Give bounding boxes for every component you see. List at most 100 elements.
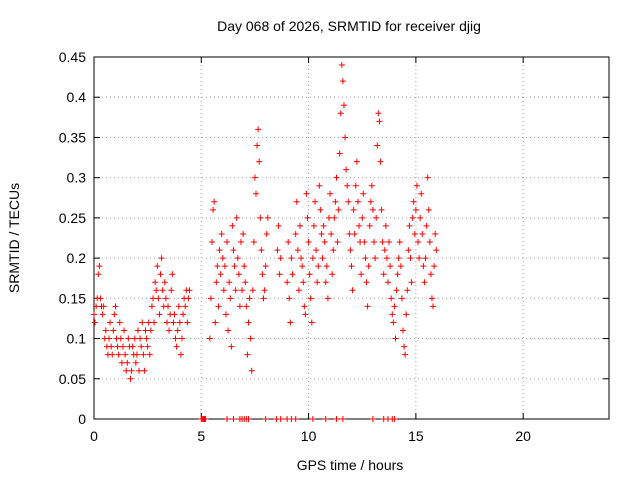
data-point xyxy=(334,239,341,246)
data-point xyxy=(410,198,417,205)
data-point xyxy=(253,190,260,197)
data-point xyxy=(323,263,330,270)
data-point xyxy=(287,319,294,326)
chart-title: Day 068 of 2026, SRMTID for receiver dji… xyxy=(217,18,481,34)
data-point xyxy=(123,367,130,374)
data-point xyxy=(97,295,104,302)
y-tick-label: 0.25 xyxy=(59,210,86,226)
data-point xyxy=(170,319,177,326)
data-point xyxy=(292,230,299,237)
data-point xyxy=(333,416,340,422)
data-point xyxy=(403,311,410,318)
data-point xyxy=(144,343,151,350)
data-point xyxy=(106,335,113,342)
data-point xyxy=(329,271,336,278)
data-point xyxy=(228,343,235,350)
y-tick-label: 0.15 xyxy=(59,290,86,306)
data-point xyxy=(312,198,319,205)
data-point xyxy=(411,230,418,237)
data-point xyxy=(234,255,241,262)
data-point xyxy=(396,239,403,246)
data-point xyxy=(322,279,329,286)
data-point xyxy=(367,198,374,205)
data-point xyxy=(214,263,221,270)
x-tick-label: 15 xyxy=(408,428,424,444)
data-point xyxy=(216,247,223,254)
data-point xyxy=(413,182,420,189)
data-point xyxy=(398,295,405,302)
data-point xyxy=(431,263,438,270)
data-point xyxy=(245,416,252,422)
data-point xyxy=(402,351,409,358)
data-point xyxy=(351,230,358,237)
data-point xyxy=(246,295,253,302)
data-point xyxy=(285,239,292,246)
x-tick-label: 0 xyxy=(90,428,98,444)
data-point xyxy=(426,239,433,246)
data-point xyxy=(295,287,302,294)
data-point xyxy=(145,319,152,326)
data-point xyxy=(430,303,437,310)
data-point xyxy=(215,303,222,310)
data-point xyxy=(315,263,322,270)
data-point xyxy=(131,335,138,342)
data-point xyxy=(320,222,327,229)
data-point xyxy=(141,367,148,374)
data-point xyxy=(119,343,126,350)
grid-lines xyxy=(94,57,609,419)
data-point xyxy=(392,335,399,342)
data-point xyxy=(222,311,229,318)
data-point xyxy=(344,182,351,189)
data-point xyxy=(259,271,266,278)
data-point xyxy=(393,287,400,294)
data-point xyxy=(397,263,404,270)
data-point xyxy=(134,327,141,334)
data-point xyxy=(408,279,415,286)
y-tick-label: 0.35 xyxy=(59,129,86,145)
data-point xyxy=(292,416,299,422)
data-point xyxy=(317,206,324,213)
data-point xyxy=(211,198,218,205)
data-point xyxy=(231,263,238,270)
data-point xyxy=(212,319,219,326)
data-point xyxy=(147,327,154,334)
data-point xyxy=(325,214,332,221)
data-point xyxy=(93,303,100,310)
data-point xyxy=(209,239,216,246)
data-point xyxy=(240,230,247,237)
data-point xyxy=(284,279,291,286)
data-point xyxy=(249,287,256,294)
data-point xyxy=(256,158,263,165)
data-point xyxy=(118,359,125,366)
y-tick-label: 0.1 xyxy=(67,331,87,347)
data-point xyxy=(109,351,116,358)
data-point xyxy=(166,327,173,334)
data-point xyxy=(417,214,424,221)
data-point xyxy=(224,239,231,246)
data-point xyxy=(217,271,224,278)
data-point xyxy=(422,255,429,262)
data-point xyxy=(389,311,396,318)
data-point xyxy=(229,222,236,229)
data-point xyxy=(406,222,413,229)
data-point xyxy=(255,126,262,133)
data-point xyxy=(207,295,214,302)
data-point xyxy=(372,255,379,262)
data-point xyxy=(308,319,315,326)
data-point xyxy=(116,319,123,326)
data-point xyxy=(114,343,121,350)
data-point xyxy=(210,206,217,213)
data-point xyxy=(378,206,385,213)
data-point xyxy=(175,303,182,310)
data-point xyxy=(260,295,267,302)
data-point xyxy=(226,279,233,286)
data-point xyxy=(275,222,282,229)
y-tick-label: 0.45 xyxy=(59,49,86,65)
data-point xyxy=(379,239,386,246)
data-point xyxy=(304,214,311,221)
y-tick-label: 0.3 xyxy=(67,170,87,186)
data-point xyxy=(263,230,270,237)
x-tick-label: 20 xyxy=(515,428,531,444)
data-point xyxy=(102,327,109,334)
data-point xyxy=(384,279,391,286)
